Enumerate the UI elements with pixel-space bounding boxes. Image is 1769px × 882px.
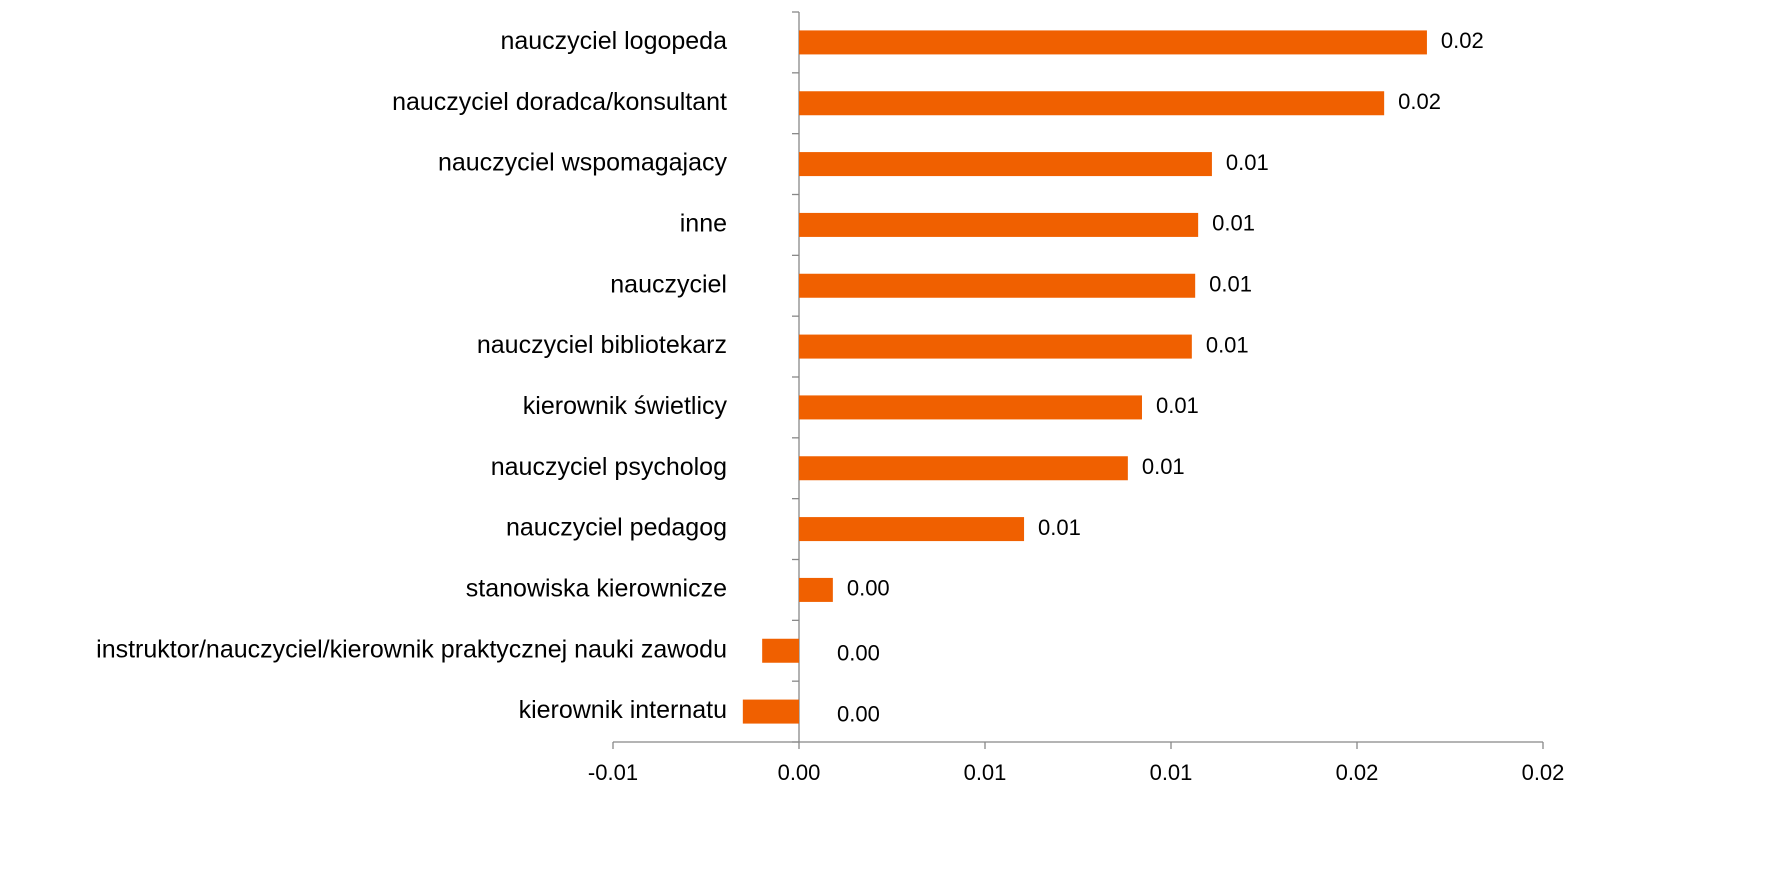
bar xyxy=(799,517,1025,542)
value-label: 0.01 xyxy=(1156,393,1199,418)
value-label: 0.00 xyxy=(847,576,890,601)
category-label: nauczyciel doradca/konsultant xyxy=(392,88,727,116)
bar xyxy=(799,212,1199,237)
category-label: nauczyciel logopeda xyxy=(500,27,727,55)
value-label: 0.00 xyxy=(837,641,880,666)
x-tick-label: 0.02 xyxy=(1522,760,1565,785)
x-tick-label: -0.01 xyxy=(588,760,638,785)
bar xyxy=(799,456,1128,481)
bar xyxy=(742,699,799,724)
x-tick-label: 0.02 xyxy=(1336,760,1379,785)
x-tick-label: 0.01 xyxy=(964,760,1007,785)
value-label: 0.02 xyxy=(1441,28,1484,53)
category-label: nauczyciel wspomagajacy xyxy=(438,149,728,177)
category-label: instruktor/nauczyciel/kierownik praktycz… xyxy=(96,635,727,663)
bar xyxy=(799,334,1192,359)
value-label: 0.00 xyxy=(837,701,880,726)
category-label: nauczyciel bibliotekarz xyxy=(477,331,727,359)
category-label: kierownik świetlicy xyxy=(523,392,728,420)
category-label: stanowiska kierownicze xyxy=(466,575,727,603)
x-tick-label: 0.01 xyxy=(1150,760,1193,785)
category-label: nauczyciel xyxy=(610,270,727,298)
bar xyxy=(799,577,833,602)
value-label: 0.01 xyxy=(1142,454,1185,479)
x-tick-label: 0.00 xyxy=(778,760,821,785)
category-label: inne xyxy=(680,210,727,238)
value-label: 0.02 xyxy=(1398,89,1441,114)
bar xyxy=(762,638,799,663)
value-label: 0.01 xyxy=(1209,272,1252,297)
category-label: nauczyciel pedagog xyxy=(506,514,727,542)
value-label: 0.01 xyxy=(1212,211,1255,236)
value-label: 0.01 xyxy=(1038,515,1081,540)
value-label: 0.01 xyxy=(1206,332,1249,357)
value-label: 0.01 xyxy=(1226,150,1269,175)
bar xyxy=(799,152,1212,177)
bar xyxy=(799,395,1142,420)
bar xyxy=(799,273,1196,298)
bar xyxy=(799,30,1427,55)
category-label: kierownik internatu xyxy=(519,696,727,724)
bar xyxy=(799,91,1385,116)
category-label: nauczyciel psycholog xyxy=(491,453,727,481)
